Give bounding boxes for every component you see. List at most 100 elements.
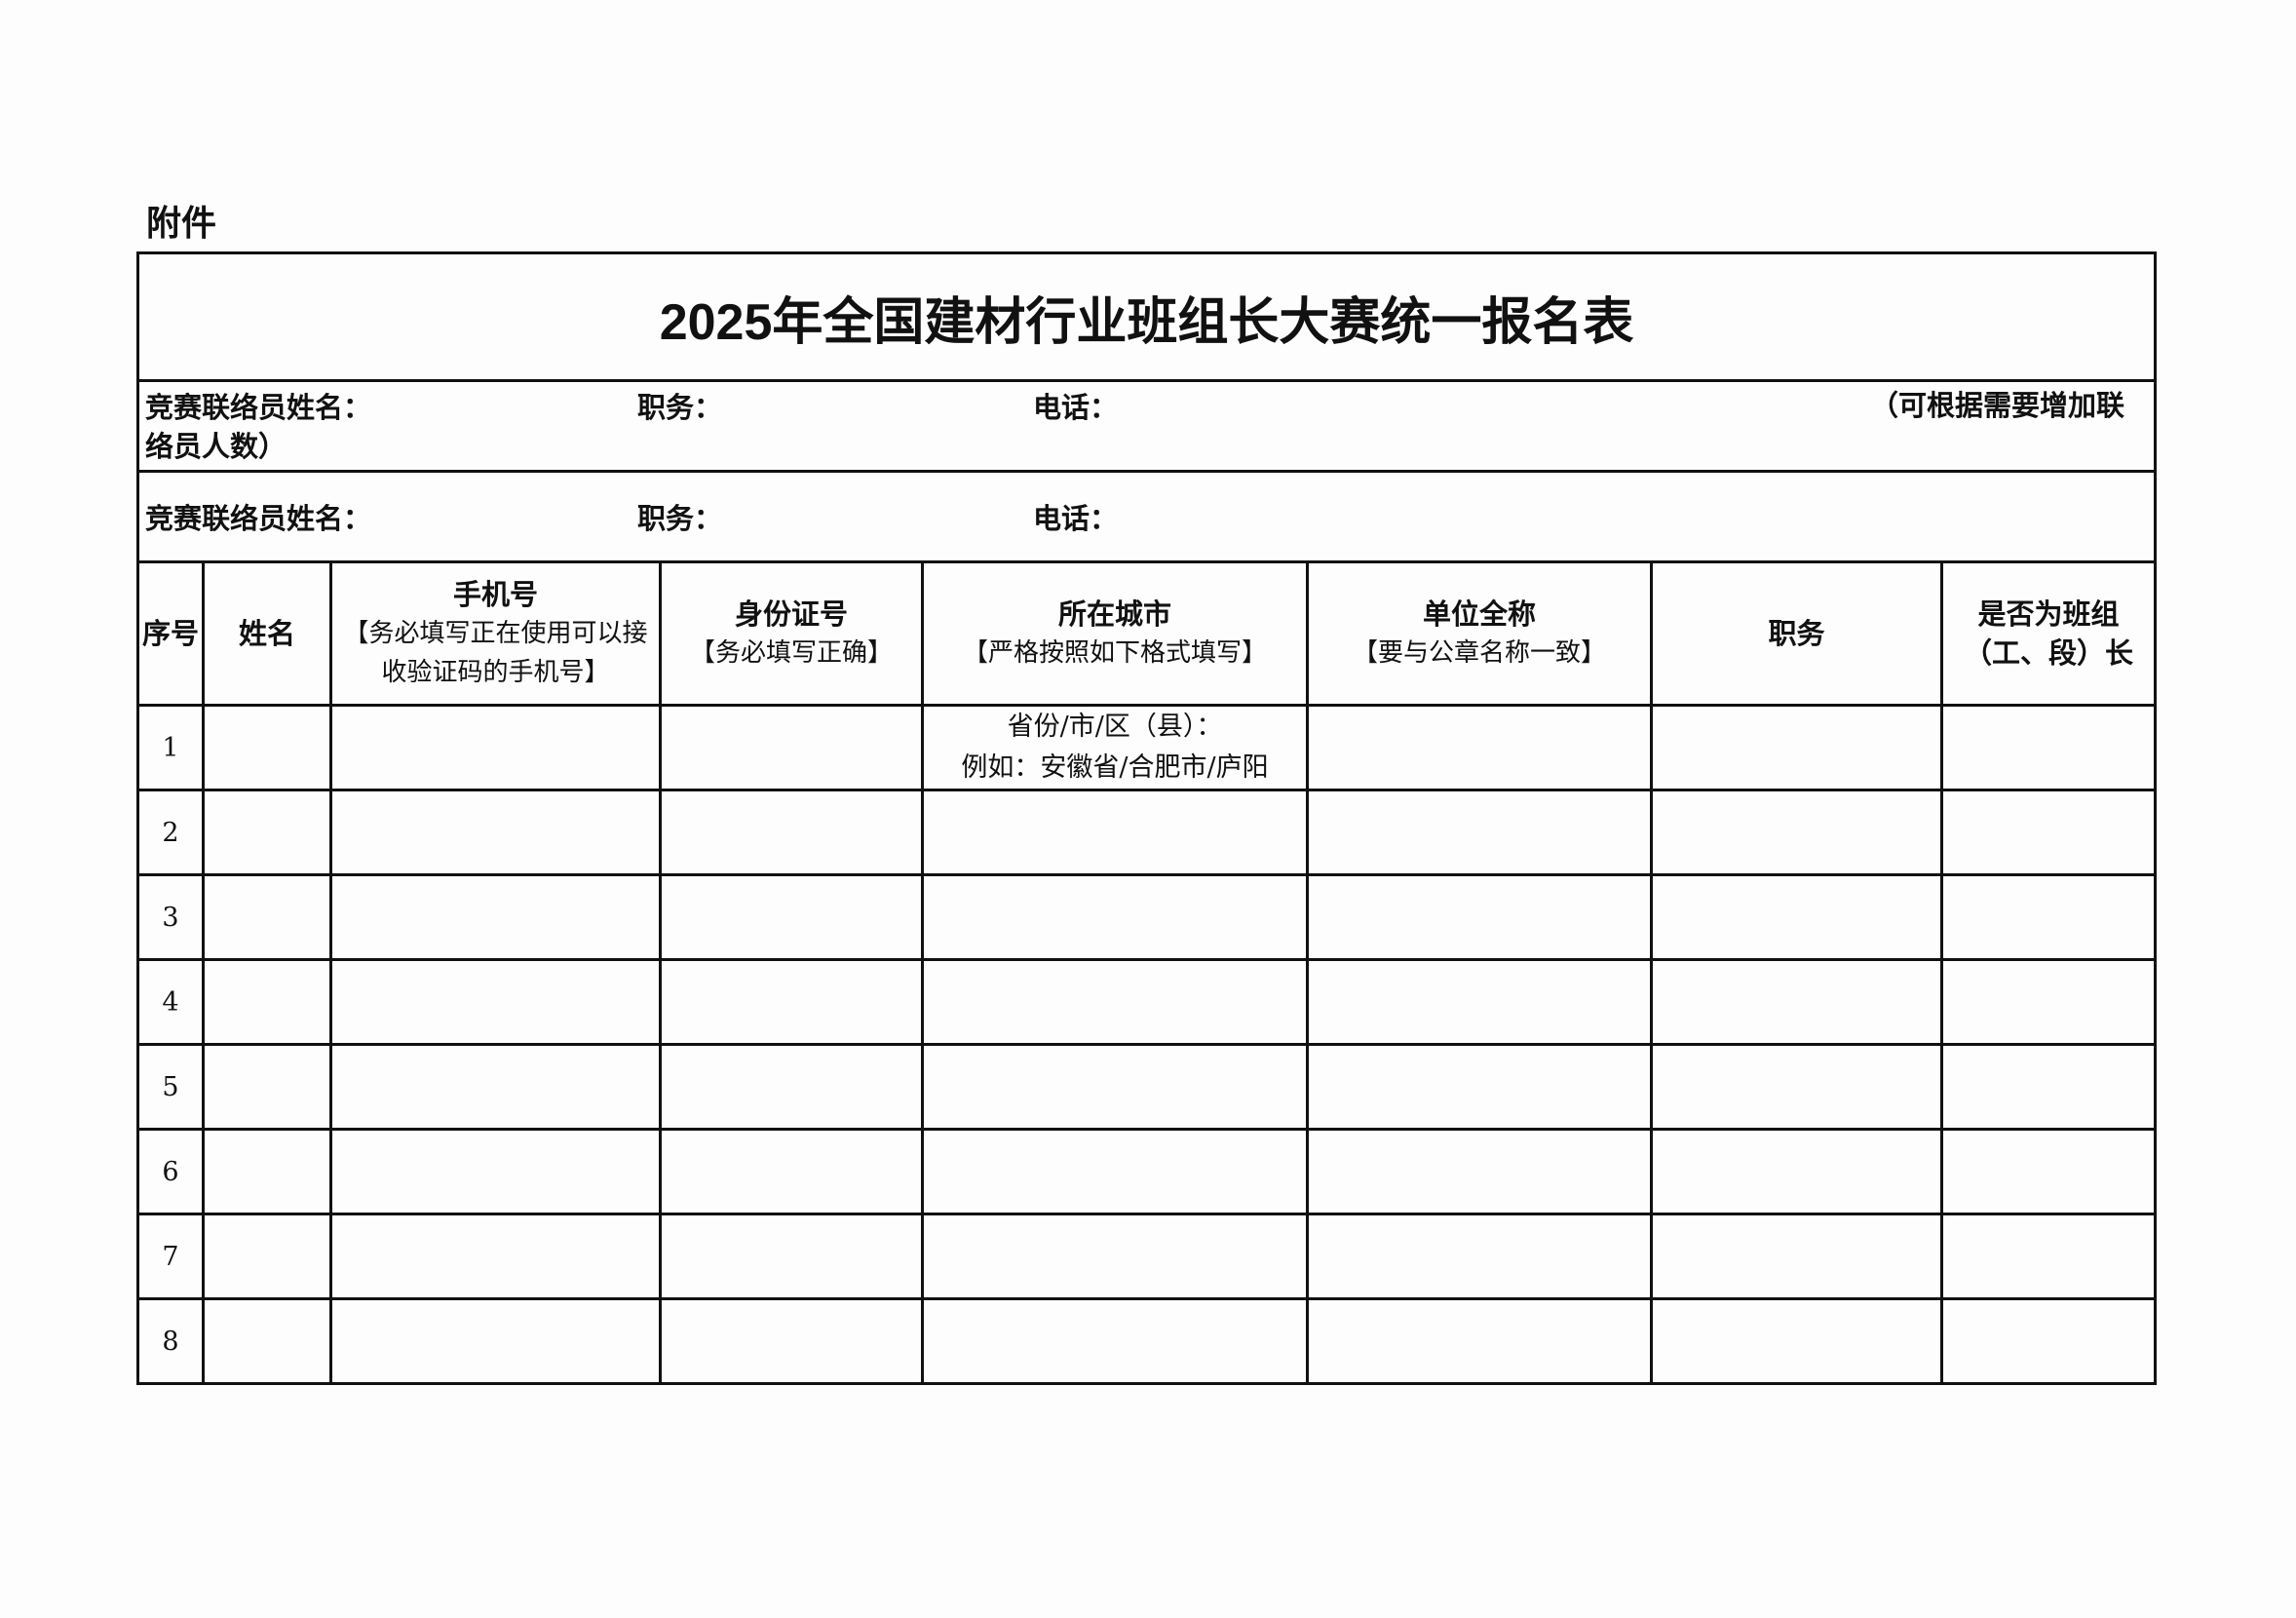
input-cell[interactable] bbox=[659, 873, 924, 961]
table-row: 7 bbox=[136, 1213, 2158, 1300]
input-cell[interactable] bbox=[329, 1213, 662, 1300]
city-format-hint: 省份/市/区（县）： bbox=[1007, 712, 1223, 742]
input-cell[interactable] bbox=[1650, 789, 1943, 876]
table-row: 5 bbox=[136, 1043, 2158, 1131]
column-title: 单位全称 bbox=[1422, 597, 1536, 631]
contact-name-label: 竞赛联络员姓名： bbox=[145, 502, 372, 535]
input-cell[interactable] bbox=[1306, 958, 1653, 1046]
input-cell[interactable] bbox=[329, 958, 662, 1046]
input-cell[interactable] bbox=[1306, 1297, 1653, 1385]
table-row: 4 bbox=[136, 958, 2158, 1046]
input-cell[interactable] bbox=[1939, 1213, 2158, 1300]
column-subtitle: 【务必填写正在使用可以接收验证码的手机号】 bbox=[343, 619, 648, 687]
input-cell[interactable] bbox=[921, 873, 1309, 961]
input-cell[interactable]: 省份/市/区（县）： 例如：安徽省/合肥市/庐阳 bbox=[921, 704, 1309, 791]
input-cell[interactable] bbox=[329, 1297, 662, 1385]
column-title: 手机号 bbox=[452, 578, 538, 611]
input-cell[interactable] bbox=[1650, 1043, 1943, 1131]
city-format-example: 例如：安徽省/合肥市/庐阳 bbox=[961, 752, 1269, 783]
input-cell[interactable] bbox=[659, 1213, 924, 1300]
column-title: 身份证号 bbox=[734, 597, 848, 631]
contact-phone-label: 电话： bbox=[1033, 502, 1119, 535]
column-title: 职务 bbox=[1768, 617, 1825, 650]
row-number: 5 bbox=[136, 1043, 205, 1131]
input-cell[interactable] bbox=[1650, 873, 1943, 961]
row-number: 3 bbox=[136, 873, 205, 961]
input-cell[interactable] bbox=[921, 1128, 1309, 1215]
input-cell[interactable] bbox=[202, 1128, 332, 1215]
column-title: 姓名 bbox=[238, 617, 295, 650]
input-cell[interactable] bbox=[659, 704, 924, 791]
contact-note-text: （可根据需要增加联络员人数） bbox=[145, 389, 2125, 463]
input-cell[interactable] bbox=[921, 1043, 1309, 1131]
contact-position-label: 职务： bbox=[637, 391, 723, 424]
input-cell[interactable] bbox=[1939, 789, 2158, 876]
row-number: 7 bbox=[136, 1213, 205, 1300]
input-cell[interactable] bbox=[329, 1043, 662, 1131]
input-cell[interactable] bbox=[1650, 958, 1943, 1046]
input-cell[interactable] bbox=[202, 1043, 332, 1131]
input-cell[interactable] bbox=[1939, 1128, 2158, 1215]
input-cell[interactable] bbox=[659, 1043, 924, 1131]
input-cell[interactable] bbox=[202, 1213, 332, 1300]
input-cell[interactable] bbox=[1306, 873, 1653, 961]
registration-form-table: 2025年全国建材行业班组长大赛统一报名表 竞赛联络员姓名： 职务： 电话： （… bbox=[135, 251, 2158, 1385]
row-number: 8 bbox=[136, 1297, 205, 1385]
column-header: 姓名 bbox=[202, 560, 332, 707]
column-header: 身份证号【务必填写正确】 bbox=[659, 560, 924, 707]
input-cell[interactable] bbox=[1650, 704, 1943, 791]
contact-name-label: 竞赛联络员姓名： bbox=[145, 391, 372, 424]
table-row: 6 bbox=[136, 1128, 2158, 1215]
input-cell[interactable] bbox=[1306, 1043, 1653, 1131]
contact-position-label: 职务： bbox=[637, 502, 723, 535]
input-cell[interactable] bbox=[659, 958, 924, 1046]
table-row: 1 省份/市/区（县）： 例如：安徽省/合肥市/庐阳 bbox=[136, 704, 2158, 791]
column-header: 序号 bbox=[136, 560, 205, 707]
row-number: 1 bbox=[136, 704, 205, 791]
column-header: 单位全称【要与公章名称一致】 bbox=[1306, 560, 1653, 707]
input-cell[interactable] bbox=[1939, 1043, 2158, 1131]
contact-row-1: 竞赛联络员姓名： 职务： 电话： （可根据需要增加联络员人数） bbox=[135, 379, 2158, 473]
input-cell[interactable] bbox=[1306, 789, 1653, 876]
input-cell[interactable] bbox=[202, 1297, 332, 1385]
input-cell[interactable] bbox=[202, 958, 332, 1046]
input-cell[interactable] bbox=[1306, 704, 1653, 791]
input-cell[interactable] bbox=[659, 1297, 924, 1385]
input-cell[interactable] bbox=[329, 1128, 662, 1215]
table-row: 2 bbox=[136, 789, 2158, 876]
input-cell[interactable] bbox=[1939, 873, 2158, 961]
column-subtitle: 【务必填写正确】 bbox=[689, 638, 893, 668]
column-subtitle: 【要与公章名称一致】 bbox=[1352, 638, 1606, 668]
input-cell[interactable] bbox=[1650, 1128, 1943, 1215]
input-cell[interactable] bbox=[1306, 1213, 1653, 1300]
attachment-label: 附件 bbox=[146, 204, 217, 244]
input-cell[interactable] bbox=[1939, 1297, 2158, 1385]
contact-phone-label: 电话： bbox=[1033, 391, 1119, 424]
column-subtitle: 【严格按照如下格式填写】 bbox=[962, 638, 1267, 668]
column-header: 所在城市【严格按照如下格式填写】 bbox=[921, 560, 1309, 707]
row-number: 6 bbox=[136, 1128, 205, 1215]
input-cell[interactable] bbox=[329, 789, 662, 876]
input-cell[interactable] bbox=[1306, 1128, 1653, 1215]
input-cell[interactable] bbox=[1939, 704, 2158, 791]
input-cell[interactable] bbox=[921, 958, 1309, 1046]
input-cell[interactable] bbox=[921, 1213, 1309, 1300]
input-cell[interactable] bbox=[659, 789, 924, 876]
column-header: 手机号【务必填写正在使用可以接收验证码的手机号】 bbox=[329, 560, 662, 707]
input-cell[interactable] bbox=[921, 1297, 1309, 1385]
input-cell[interactable] bbox=[921, 789, 1309, 876]
form-title: 2025年全国建材行业班组长大赛统一报名表 bbox=[135, 251, 2158, 382]
input-cell[interactable] bbox=[202, 789, 332, 876]
column-title: 是否为班组（工、段）长 bbox=[1964, 597, 2134, 670]
input-cell[interactable] bbox=[1650, 1297, 1943, 1385]
input-cell[interactable] bbox=[1939, 958, 2158, 1046]
input-cell[interactable] bbox=[202, 704, 332, 791]
column-title: 所在城市 bbox=[1057, 597, 1171, 631]
input-cell[interactable] bbox=[329, 873, 662, 961]
column-header: 职务 bbox=[1650, 560, 1943, 707]
input-cell[interactable] bbox=[329, 704, 662, 791]
column-title: 序号 bbox=[141, 617, 199, 650]
input-cell[interactable] bbox=[1650, 1213, 1943, 1300]
input-cell[interactable] bbox=[659, 1128, 924, 1215]
input-cell[interactable] bbox=[202, 873, 332, 961]
